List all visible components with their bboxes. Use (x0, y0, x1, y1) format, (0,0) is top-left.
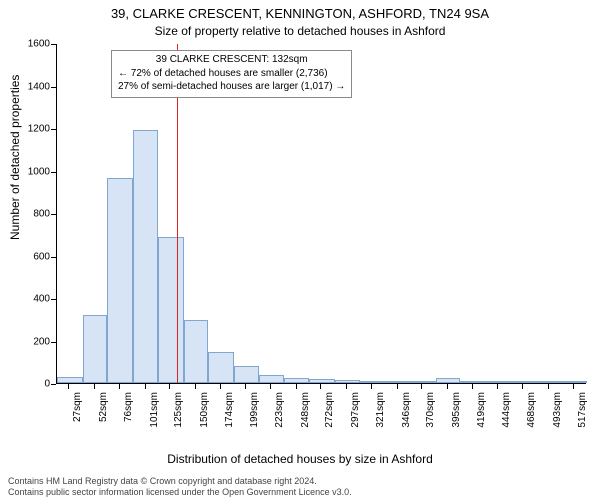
x-tick-label: 174sqm (224, 392, 235, 446)
x-tick-mark (296, 384, 297, 389)
x-tick-mark (119, 384, 120, 389)
y-tick-mark (51, 129, 56, 130)
x-tick-label: 76sqm (123, 392, 134, 446)
x-tick-label: 297sqm (350, 392, 361, 446)
chart-title: 39, CLARKE CRESCENT, KENNINGTON, ASHFORD… (0, 6, 600, 21)
histogram-bar (158, 237, 184, 383)
x-tick-mark (245, 384, 246, 389)
x-tick-mark (548, 384, 549, 389)
y-tick-mark (51, 299, 56, 300)
x-tick-mark (270, 384, 271, 389)
x-tick-label: 125sqm (173, 392, 184, 446)
chart-footer: Contains HM Land Registry data © Crown c… (8, 476, 592, 499)
x-tick-mark (346, 384, 347, 389)
x-tick-mark (497, 384, 498, 389)
histogram-bar (486, 381, 511, 383)
x-tick-label: 517sqm (577, 392, 588, 446)
x-tick-mark (472, 384, 473, 389)
y-tick-mark (51, 257, 56, 258)
x-tick-mark (68, 384, 69, 389)
annotation-line-2: ← 72% of detached houses are smaller (2,… (118, 67, 345, 81)
histogram-bar (133, 130, 158, 383)
x-tick-mark (447, 384, 448, 389)
y-tick-mark (51, 172, 56, 173)
x-tick-mark (169, 384, 170, 389)
x-tick-label: 346sqm (401, 392, 412, 446)
x-tick-label: 27sqm (72, 392, 83, 446)
x-tick-mark (145, 384, 146, 389)
y-tick-mark (51, 44, 56, 45)
footer-line-2: Contains public sector information licen… (8, 487, 592, 498)
x-tick-label: 199sqm (249, 392, 260, 446)
y-tick-mark (51, 384, 56, 385)
y-tick-label: 600 (0, 251, 50, 262)
x-tick-label: 321sqm (375, 392, 386, 446)
x-tick-label: 272sqm (324, 392, 335, 446)
x-tick-label: 248sqm (300, 392, 311, 446)
x-tick-mark (220, 384, 221, 389)
x-tick-label: 101sqm (149, 392, 160, 446)
histogram-bar (107, 178, 133, 383)
x-tick-label: 419sqm (476, 392, 487, 446)
x-tick-label: 150sqm (199, 392, 210, 446)
histogram-bar (385, 381, 410, 383)
histogram-bar (360, 381, 386, 383)
histogram-bar (410, 381, 436, 383)
plot-area: 39 CLARKE CRESCENT: 132sqm ← 72% of deta… (56, 44, 586, 384)
histogram-bar (208, 352, 234, 383)
histogram-bar (335, 380, 360, 383)
histogram-bar (436, 378, 461, 383)
y-tick-label: 0 (0, 379, 50, 390)
histogram-bar (234, 366, 259, 383)
y-tick-label: 1600 (0, 39, 50, 50)
chart-container: { "title": "39, CLARKE CRESCENT, KENNING… (0, 0, 600, 500)
histogram-bar (561, 381, 587, 383)
y-tick-label: 1200 (0, 124, 50, 135)
y-tick-label: 200 (0, 336, 50, 347)
x-tick-label: 468sqm (526, 392, 537, 446)
x-axis-label: Distribution of detached houses by size … (0, 452, 600, 466)
y-tick-label: 1000 (0, 166, 50, 177)
footer-line-1: Contains HM Land Registry data © Crown c… (8, 476, 592, 487)
histogram-bar (460, 381, 486, 383)
x-tick-mark (94, 384, 95, 389)
x-tick-label: 493sqm (552, 392, 563, 446)
x-tick-label: 395sqm (451, 392, 462, 446)
histogram-bar (511, 381, 537, 383)
x-tick-label: 370sqm (425, 392, 436, 446)
histogram-bar (537, 381, 562, 383)
y-tick-label: 800 (0, 209, 50, 220)
x-tick-mark (522, 384, 523, 389)
y-tick-mark (51, 214, 56, 215)
histogram-bar (83, 315, 108, 383)
y-tick-label: 1400 (0, 81, 50, 92)
y-tick-label: 400 (0, 294, 50, 305)
y-tick-mark (51, 87, 56, 88)
histogram-bar (259, 375, 285, 384)
x-tick-mark (421, 384, 422, 389)
histogram-bar (57, 377, 83, 383)
y-tick-mark (51, 342, 56, 343)
x-tick-mark (371, 384, 372, 389)
x-tick-label: 223sqm (274, 392, 285, 446)
x-tick-label: 52sqm (98, 392, 109, 446)
annotation-box: 39 CLARKE CRESCENT: 132sqm ← 72% of deta… (111, 50, 352, 98)
x-tick-mark (195, 384, 196, 389)
x-tick-mark (397, 384, 398, 389)
x-tick-mark (573, 384, 574, 389)
histogram-bar (284, 378, 309, 383)
histogram-bar (309, 379, 335, 383)
x-tick-mark (320, 384, 321, 389)
annotation-line-3: 27% of semi-detached houses are larger (… (118, 80, 345, 94)
histogram-bar (184, 320, 209, 383)
chart-subtitle: Size of property relative to detached ho… (0, 24, 600, 38)
x-tick-label: 444sqm (501, 392, 512, 446)
annotation-line-1: 39 CLARKE CRESCENT: 132sqm (118, 53, 345, 67)
